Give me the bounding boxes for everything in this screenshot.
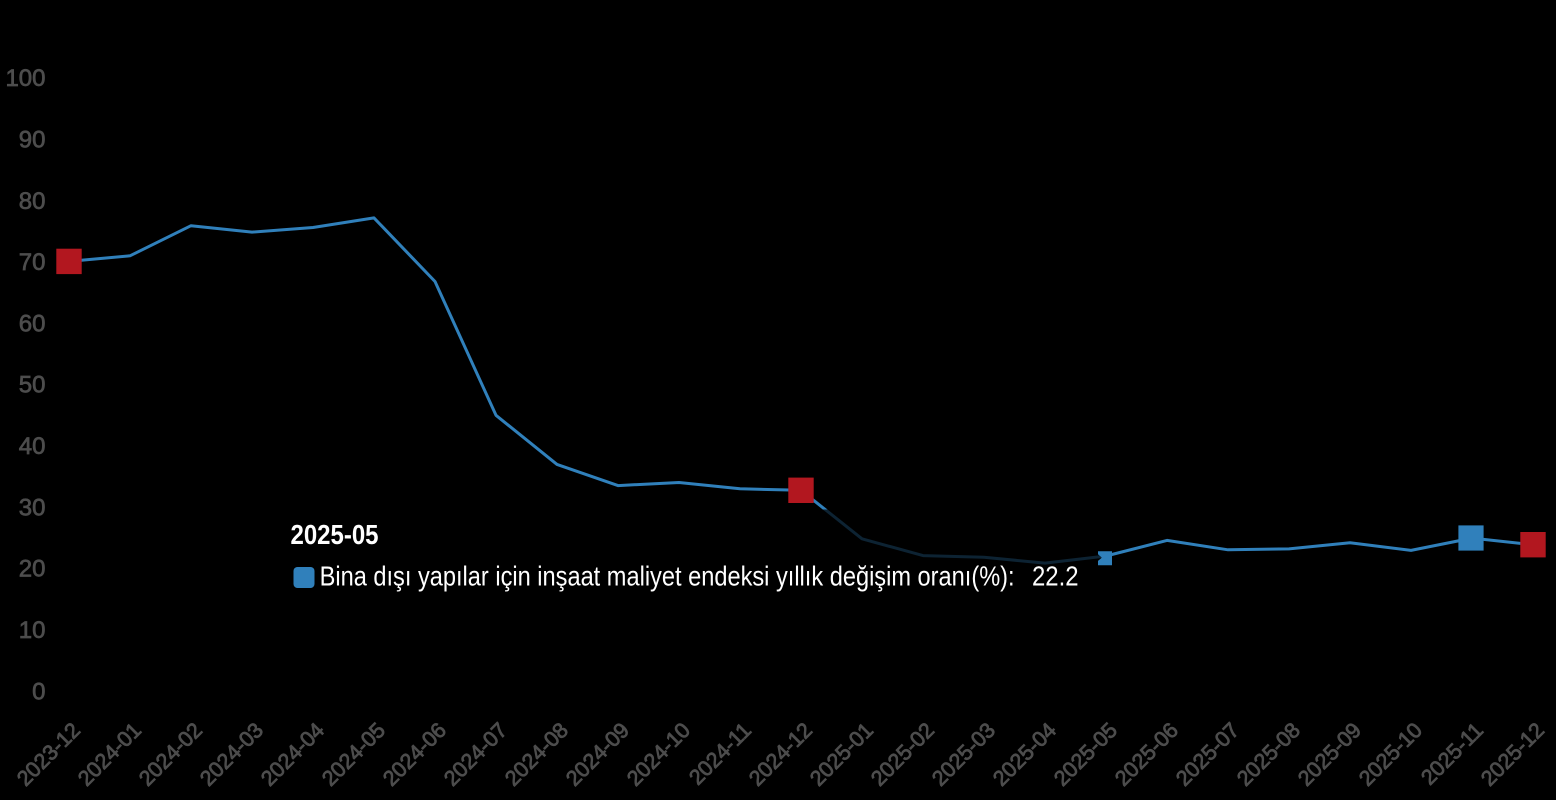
svg-text:2025-10: 2025-10 — [1354, 718, 1427, 791]
svg-text:2024-07: 2024-07 — [439, 718, 512, 791]
svg-text:60: 60 — [19, 310, 46, 337]
svg-text:100: 100 — [5, 65, 45, 92]
svg-text:2025-09: 2025-09 — [1293, 718, 1366, 791]
svg-text:2024-01: 2024-01 — [73, 718, 146, 791]
svg-text:2025-12: 2025-12 — [1476, 718, 1549, 791]
svg-text:10: 10 — [19, 617, 46, 644]
svg-text:2025-05: 2025-05 — [291, 519, 379, 550]
svg-text:2023-12: 2023-12 — [12, 718, 85, 791]
svg-text:2024-03: 2024-03 — [195, 718, 268, 791]
svg-text:2024-02: 2024-02 — [134, 718, 207, 791]
svg-text:70: 70 — [19, 249, 46, 276]
svg-text:2024-06: 2024-06 — [378, 718, 451, 791]
svg-text:2024-04: 2024-04 — [256, 718, 329, 791]
svg-text:30: 30 — [19, 494, 46, 521]
svg-text:2024-09: 2024-09 — [561, 718, 634, 791]
svg-text:2024-10: 2024-10 — [622, 718, 695, 791]
svg-text:40: 40 — [19, 433, 46, 460]
svg-text:2025-03: 2025-03 — [927, 718, 1000, 791]
svg-text:2025-06: 2025-06 — [1110, 718, 1183, 791]
svg-text:20: 20 — [19, 556, 46, 583]
svg-text:90: 90 — [19, 126, 46, 153]
svg-text:50: 50 — [19, 372, 46, 399]
svg-text:2024-12: 2024-12 — [744, 718, 817, 791]
svg-text:2024-11: 2024-11 — [684, 718, 756, 790]
svg-text:2025-02: 2025-02 — [866, 718, 939, 791]
svg-text:80: 80 — [19, 188, 46, 215]
svg-text:Bina dışı yapılar için inşaat: Bina dışı yapılar için inşaat maliyet en… — [320, 561, 1015, 592]
svg-text:2025-01: 2025-01 — [805, 718, 878, 791]
svg-text:2024-05: 2024-05 — [317, 718, 390, 791]
svg-text:2025-05: 2025-05 — [1049, 718, 1122, 791]
svg-text:2025-11: 2025-11 — [1416, 718, 1488, 790]
svg-text:2025-08: 2025-08 — [1232, 718, 1305, 791]
svg-text:2024-08: 2024-08 — [500, 718, 573, 791]
svg-text:0: 0 — [32, 678, 45, 705]
svg-text:2025-04: 2025-04 — [988, 718, 1061, 791]
svg-text:22.2: 22.2 — [1032, 561, 1079, 592]
svg-text:2025-07: 2025-07 — [1171, 718, 1244, 791]
